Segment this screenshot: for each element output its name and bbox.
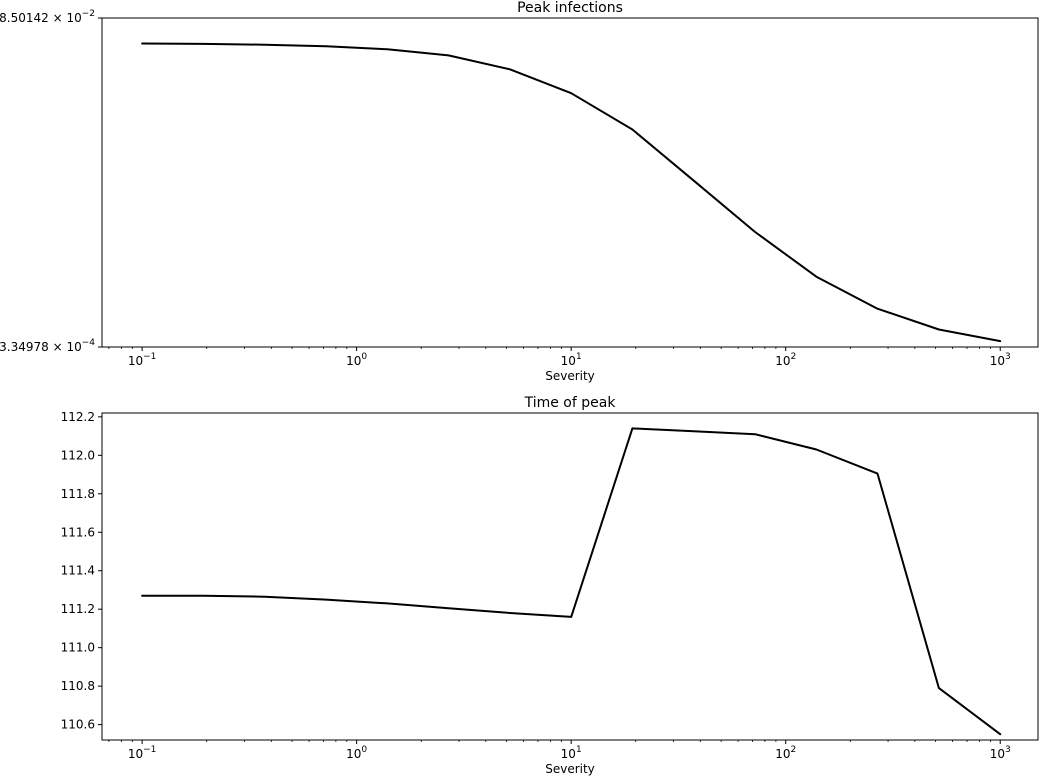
peak-infections-x-tick-label: 103: [990, 352, 1011, 368]
peak-infections-x-tick-label: 10−1: [128, 352, 157, 368]
peak-infections-x-tick-label: 102: [775, 352, 796, 368]
time-of-peak-x-tick-label: 102: [775, 745, 796, 761]
peak-infections-x-tick-label: 101: [561, 352, 582, 368]
time-of-peak-y-tick-label: 111.8: [61, 487, 95, 501]
time-of-peak-x-ticks: 10−1 100 101 102 103: [108, 740, 1011, 761]
peak-infections-plot-frame: [101, 17, 1039, 348]
time-of-peak-title: Time of peak: [524, 395, 617, 411]
time-of-peak-x-tick-label: 103: [990, 745, 1011, 761]
time-of-peak-x-tick-label: 101: [561, 745, 582, 761]
time-of-peak-y-tick-label: 110.6: [61, 718, 95, 732]
peak-infections-y-ticks: 8.50142 × 10−2 −3.34978 × 10−4: [0, 9, 102, 354]
peak-infections-x-axis-label: Severity: [545, 369, 595, 383]
time-of-peak-y-tick-label: 112.0: [61, 448, 95, 462]
time-of-peak-y-tick-label: 111.6: [61, 525, 95, 539]
time-of-peak-subplot: Time of peak 112.2112.0111.8111.6111.411…: [61, 395, 1039, 776]
time-of-peak-y-tick-label: 111.0: [61, 641, 95, 655]
time-of-peak-y-tick-label: 110.8: [61, 679, 95, 693]
peak-infections-y-tick-label: −3.34978 × 10−4: [0, 338, 95, 354]
peak-infections-line: [141, 42, 1002, 343]
time-of-peak-y-tick-label: 111.4: [61, 564, 95, 578]
time-of-peak-x-tick-label: 10−1: [128, 745, 157, 761]
peak-infections-x-tick-label: 100: [346, 352, 367, 368]
time-of-peak-y-ticks: 112.2 112.0 111.8 111.6 111.4 111.2 111.0 110.8…: [61, 410, 102, 732]
time-of-peak-plot-frame: [101, 412, 1039, 741]
time-of-peak-x-tick-label: 100: [346, 745, 367, 761]
peak-infections-y-tick-label: 8.50142 × 10−2: [0, 9, 95, 25]
time-of-peak-x-axis-label: Severity: [545, 762, 595, 776]
time-of-peak-y-tick-label: 112.2: [61, 410, 95, 424]
time-of-peak-y-tick-label: 111.2: [61, 602, 95, 616]
time-of-peak-line: [141, 427, 1002, 736]
peak-infections-subplot: Peak infections 8.50142 × 10−2 −3.34978 ×…: [0, 0, 1039, 383]
peak-infections-title: Peak infections: [517, 0, 623, 16]
peak-infections-x-ticks: 10−1 100 101 102 103: [108, 347, 1011, 368]
